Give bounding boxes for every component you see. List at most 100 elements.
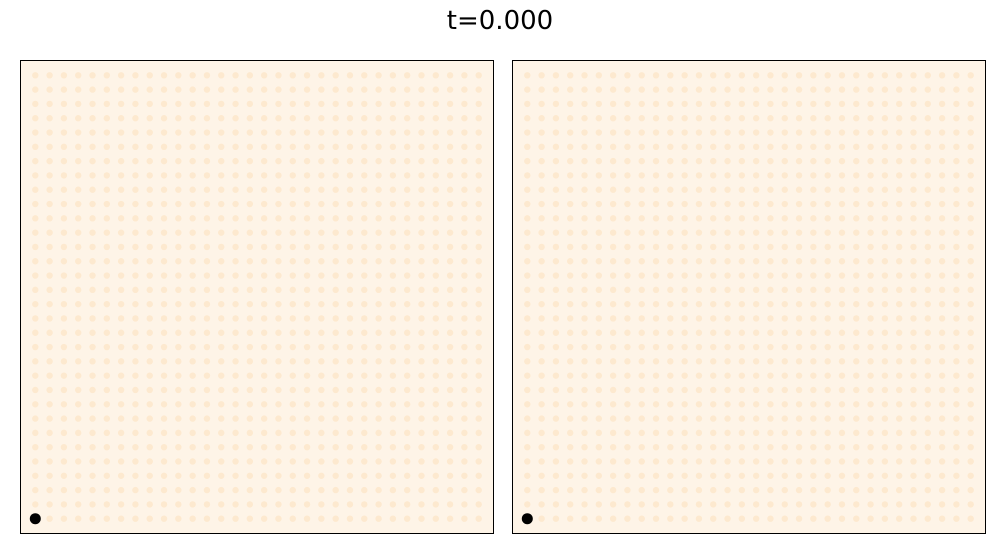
lattice-dot (724, 501, 731, 508)
lattice-dot (910, 300, 917, 308)
lattice-dot (895, 300, 903, 308)
lattice-dot (695, 386, 703, 394)
lattice-dot (652, 300, 660, 308)
lattice-dot (838, 286, 846, 294)
lattice-dot (695, 272, 703, 279)
lattice-dot (595, 501, 603, 508)
lattice-dot (432, 143, 439, 151)
lattice-dot (795, 443, 803, 451)
lattice-dot (752, 386, 760, 394)
lattice-dot (203, 329, 211, 336)
lattice-dot (824, 229, 831, 236)
lattice-dot (581, 172, 588, 179)
lattice-dot (117, 415, 125, 422)
lattice-dot (524, 300, 531, 308)
lattice-dot (881, 300, 889, 308)
lattice-dot (953, 258, 960, 265)
lattice-dot (581, 272, 588, 279)
lattice-dot (581, 229, 588, 236)
lattice-dot (667, 258, 674, 265)
lattice-dot (146, 243, 153, 251)
lattice-dot (681, 315, 688, 322)
lattice-dot (203, 429, 211, 437)
lattice-dot (303, 286, 311, 294)
lattice-dot (389, 243, 397, 251)
lattice-dot (567, 258, 574, 265)
lattice-dot (810, 315, 817, 322)
lattice-dot (910, 243, 917, 251)
lattice-dot (638, 258, 645, 265)
lattice-dot (567, 172, 574, 179)
lattice-dot (246, 86, 254, 93)
lattice-dot (738, 501, 746, 508)
lattice-dot (475, 386, 482, 394)
lattice-dot (652, 443, 660, 451)
lattice-dot (289, 129, 296, 136)
lattice-dot (595, 229, 603, 236)
lattice-dot (524, 115, 531, 122)
lattice-dot (75, 415, 82, 422)
lattice-dot (475, 272, 482, 279)
lattice-dot (838, 329, 846, 336)
lattice-dot (132, 157, 139, 165)
lattice-dot (953, 515, 960, 522)
lattice-dot (638, 300, 645, 308)
lattice-dot (432, 315, 439, 322)
lattice-dot (910, 157, 917, 165)
lattice-dot (432, 458, 439, 465)
lattice-dot (32, 100, 39, 108)
lattice-dot (189, 72, 196, 79)
lattice-dot (332, 386, 339, 394)
lattice-dot (810, 272, 817, 279)
lattice-dot (475, 472, 482, 479)
lattice-dot (160, 72, 168, 79)
lattice-dot (332, 401, 339, 408)
lattice-dot (567, 458, 574, 465)
lattice-dot (246, 315, 254, 322)
lattice-dot (218, 372, 225, 379)
lattice-dot (767, 401, 774, 408)
lattice-dot (89, 272, 96, 279)
lattice-dot (403, 300, 411, 308)
lattice-dot (303, 458, 311, 465)
lattice-dot (160, 186, 168, 193)
lattice-dot (332, 486, 339, 494)
lattice-dot (953, 100, 960, 108)
lattice-dot (524, 258, 531, 265)
lattice-dot (881, 200, 889, 208)
lattice-dot (967, 458, 974, 465)
lattice-dot (552, 372, 560, 379)
lattice-dot (538, 172, 545, 179)
left-plot-svg (21, 61, 493, 533)
lattice-dot (867, 443, 874, 451)
lattice-dot (895, 286, 903, 294)
lattice-dot (175, 343, 182, 351)
lattice-dot (609, 472, 617, 479)
lattice-dot (432, 129, 439, 136)
lattice-dot (795, 501, 803, 508)
lattice-dot (967, 229, 974, 236)
lattice-dot (910, 501, 917, 508)
lattice-dot (160, 315, 168, 322)
lattice-dot (624, 115, 631, 122)
lattice-dot (953, 186, 960, 193)
lattice-dot (938, 415, 946, 422)
lattice-dot (275, 472, 282, 479)
lattice-dot (60, 372, 68, 379)
lattice-dot (346, 229, 354, 236)
lattice-dot (403, 329, 411, 336)
lattice-dot (881, 415, 889, 422)
lattice-dot (524, 72, 531, 79)
lattice-dot (32, 358, 39, 365)
lattice-dot (567, 286, 574, 294)
lattice-dot (767, 458, 774, 465)
lattice-dot (46, 258, 53, 265)
lattice-dot (461, 486, 468, 494)
lattice-dot (389, 501, 397, 508)
lattice-dot (853, 243, 860, 251)
lattice-dot (160, 458, 168, 465)
lattice-dot (624, 186, 631, 193)
lattice-dot (432, 258, 439, 265)
lattice-dot (810, 443, 817, 451)
lattice-dot (824, 243, 831, 251)
